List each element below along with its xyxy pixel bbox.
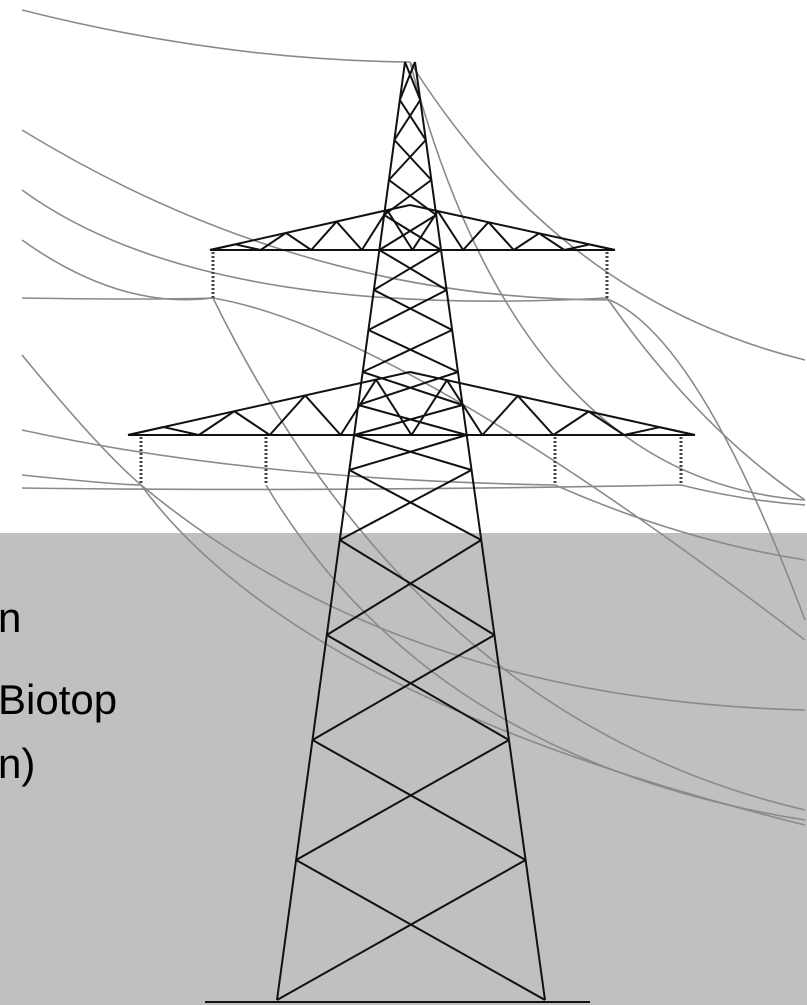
text-line: n (0, 594, 21, 641)
slide: n Biotop n) (0, 0, 807, 1005)
text-line: n) (0, 740, 35, 787)
background-bottom (0, 533, 807, 1005)
text-line: Biotop (0, 676, 117, 723)
